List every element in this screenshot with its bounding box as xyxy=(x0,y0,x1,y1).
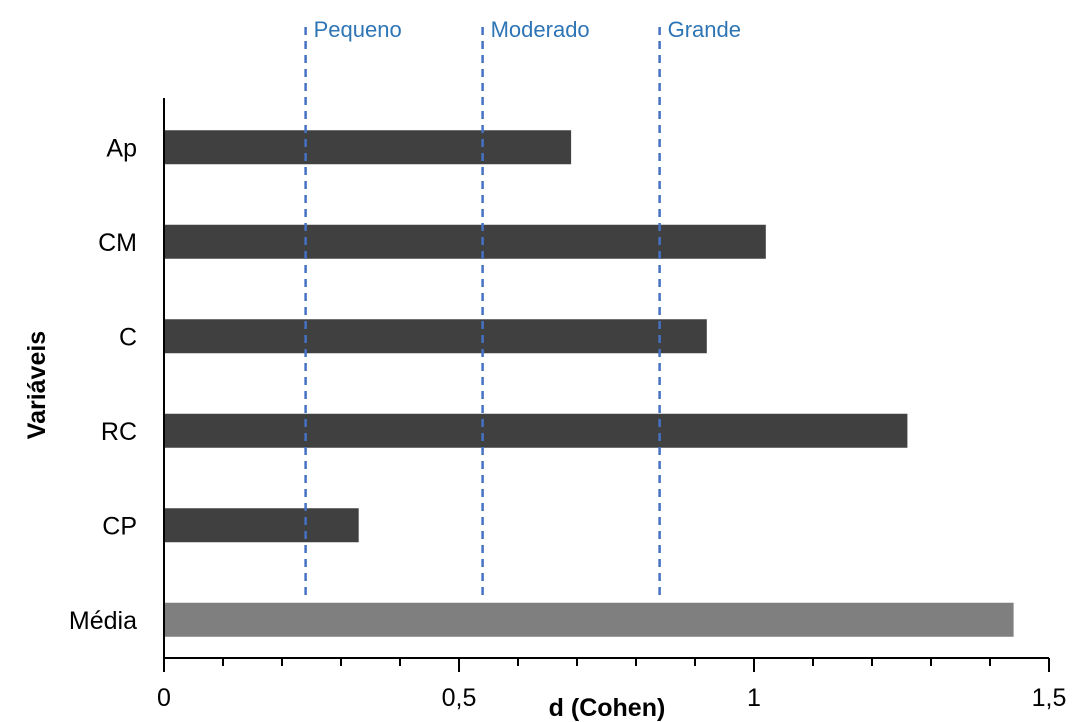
category-label-5: Média xyxy=(69,607,137,635)
bar-3 xyxy=(164,413,908,448)
category-label-1: CM xyxy=(98,229,137,257)
bar-2 xyxy=(164,319,707,354)
bars-group xyxy=(164,130,1014,637)
reference-label-1: Moderado xyxy=(491,17,590,42)
bar-1 xyxy=(164,224,766,259)
category-label-0: Ap xyxy=(106,134,137,162)
y-axis-title: Variáveis xyxy=(23,331,51,439)
reference-lines-group: Pequeno Moderado Grande xyxy=(304,17,741,598)
axes-group xyxy=(163,98,1050,672)
tick-labels-group: 0 0,5 1 1,5 xyxy=(157,684,1066,712)
bar-4 xyxy=(164,508,359,543)
x-tick-label-3: 1,5 xyxy=(1032,684,1067,712)
category-label-4: CP xyxy=(102,512,137,540)
category-labels-group: Ap CM C RC CP Média xyxy=(69,134,137,635)
x-tick-label-2: 1 xyxy=(747,684,761,712)
category-label-3: RC xyxy=(101,418,137,446)
x-tick-label-0: 0 xyxy=(157,684,171,712)
reference-label-2: Grande xyxy=(668,17,741,42)
bar-5 xyxy=(164,602,1014,637)
x-axis-title: d (Cohen) xyxy=(549,694,666,722)
x-tick-label-1: 0,5 xyxy=(442,684,477,712)
bar-0 xyxy=(164,130,572,165)
category-label-2: C xyxy=(119,323,137,351)
reference-label-0: Pequeno xyxy=(314,17,402,42)
